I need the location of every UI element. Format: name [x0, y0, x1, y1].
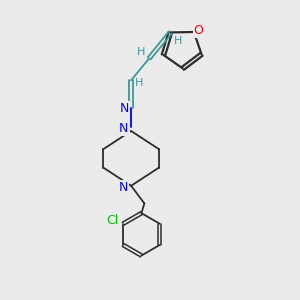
Text: Cl: Cl: [106, 214, 118, 227]
Text: H: H: [173, 36, 182, 46]
Text: N: N: [120, 121, 129, 134]
Text: N: N: [120, 102, 129, 115]
Text: H: H: [137, 47, 145, 57]
Text: O: O: [194, 24, 203, 37]
Text: N: N: [119, 122, 128, 135]
Text: N: N: [119, 181, 128, 194]
Text: H: H: [135, 78, 144, 88]
